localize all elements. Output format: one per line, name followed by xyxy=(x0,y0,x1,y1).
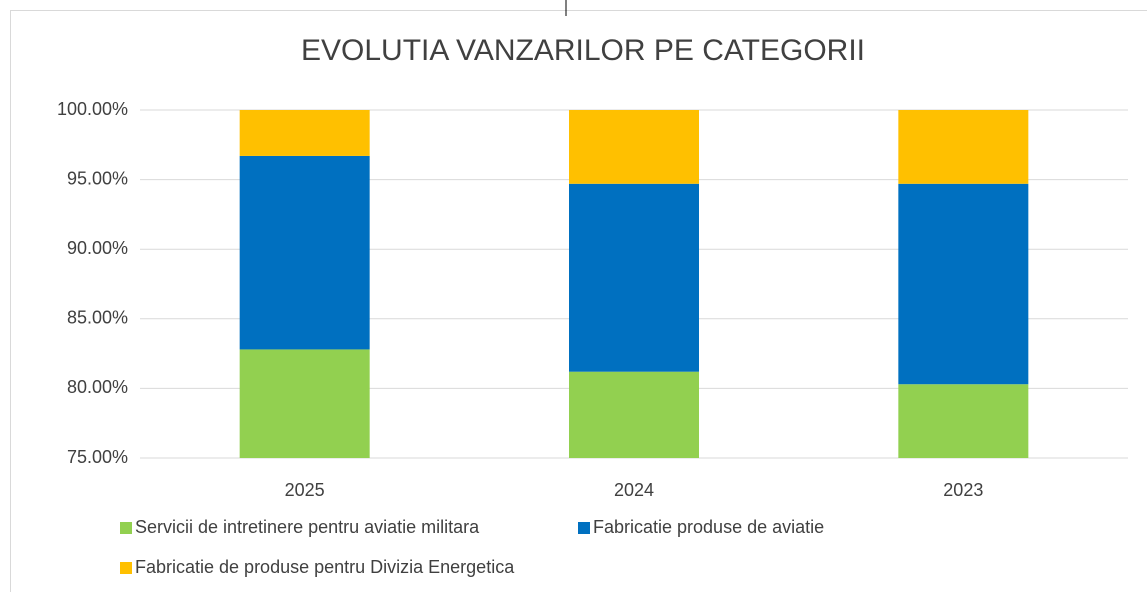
bar xyxy=(569,183,699,372)
y-tick-label: 90.00% xyxy=(67,238,128,258)
legend-swatch xyxy=(578,522,590,534)
bar xyxy=(569,110,699,184)
bar xyxy=(239,349,370,458)
chart-title: EVOLUTIA VANZARILOR PE CATEGORII xyxy=(301,34,865,67)
x-tick-label: 2025 xyxy=(285,480,325,500)
y-tick-label: 75.00% xyxy=(67,447,128,467)
legend-swatch xyxy=(120,562,132,574)
legend-label: Servicii de intretinere pentru aviatie m… xyxy=(135,517,480,537)
bar xyxy=(239,110,370,156)
bar xyxy=(569,371,699,458)
y-tick-label: 80.00% xyxy=(67,377,128,397)
y-tick-label: 100.00% xyxy=(57,99,128,119)
x-tick-label: 2023 xyxy=(943,480,983,500)
legend-swatch xyxy=(120,522,132,534)
bar xyxy=(898,384,1029,458)
y-tick-label: 85.00% xyxy=(67,308,128,328)
legend-label: Fabricatie produse de aviatie xyxy=(593,517,824,537)
bar xyxy=(239,155,370,350)
legend-label: Fabricatie de produse pentru Divizia Ene… xyxy=(135,557,515,577)
bar xyxy=(898,110,1029,184)
x-tick-label: 2024 xyxy=(614,480,654,500)
bar xyxy=(898,183,1029,385)
y-tick-label: 95.00% xyxy=(67,168,128,188)
